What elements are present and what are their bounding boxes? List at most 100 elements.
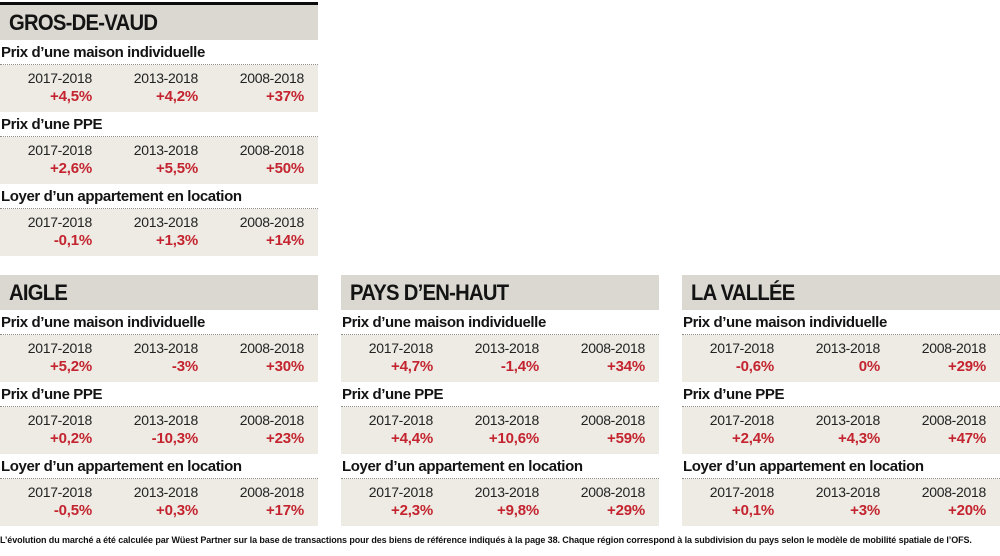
value-block: 2017-2018 +2,3% 2013-2018 +9,8% 2008-2018 +29…: [341, 479, 659, 526]
period-column: 2013-2018 -10,3%: [106, 412, 212, 447]
period-label: 2008-2018: [580, 484, 646, 500]
period-label: 2017-2018: [27, 412, 93, 428]
change-value: -1,4%: [500, 358, 539, 375]
value-block: 2017-2018 +5,2% 2013-2018 -3% 2008-2018 +30%: [0, 335, 318, 382]
period-label: 2013-2018: [133, 214, 199, 230]
change-value: +5,2%: [50, 358, 92, 375]
period-column: 2008-2018 +29%: [553, 484, 659, 519]
change-value: +50%: [266, 160, 304, 177]
metric-label: Loyer d’un appartement en location: [0, 454, 318, 479]
metric-section-loyer-d-un-appartement-en-location: Loyer d’un appartement en location 2017-2…: [341, 454, 659, 526]
footnote: L’évolution du marché a été calculée par…: [0, 535, 972, 545]
change-value: +4,7%: [391, 358, 433, 375]
period-label: 2013-2018: [133, 484, 199, 500]
period-column: 2017-2018 +4,4%: [341, 412, 447, 447]
metric-label: Prix d’une maison individuelle: [0, 310, 318, 335]
period-column: 2017-2018 -0,1%: [0, 214, 106, 249]
period-label: 2008-2018: [239, 70, 305, 86]
region-card-header: LA VALLÉE: [682, 275, 1000, 310]
change-value: +20%: [948, 502, 986, 519]
change-value: +4,4%: [391, 430, 433, 447]
period-label: 2008-2018: [239, 484, 305, 500]
period-column: 2013-2018 +10,6%: [447, 412, 553, 447]
period-label: 2008-2018: [580, 412, 646, 428]
change-value: +29%: [948, 358, 986, 375]
region-title: GROS-DE-VAUD: [9, 9, 158, 35]
metric-label: Prix d’une PPE: [0, 382, 318, 407]
period-column: 2013-2018 +3%: [788, 484, 894, 519]
region-card-la-vallee: LA VALLÉE Prix d’une maison individuelle 2…: [682, 275, 1000, 526]
period-column: 2008-2018 +17%: [212, 484, 318, 519]
change-value: +37%: [266, 88, 304, 105]
period-column: 2013-2018 +9,8%: [447, 484, 553, 519]
change-value: +23%: [266, 430, 304, 447]
period-column: 2017-2018 +0,2%: [0, 412, 106, 447]
region-card-header: AIGLE: [0, 275, 318, 310]
region-card-gros-de-vaud: GROS-DE-VAUD Prix d’une maison individuel…: [0, 2, 318, 256]
change-value: +30%: [266, 358, 304, 375]
period-column: 2017-2018 +5,2%: [0, 340, 106, 375]
period-label: 2017-2018: [27, 340, 93, 356]
change-value: -0,1%: [53, 232, 92, 249]
row-bottom: AIGLE Prix d’une maison individuelle 2017-…: [0, 275, 1000, 526]
period-label: 2008-2018: [239, 412, 305, 428]
value-block: 2017-2018 -0,6% 2013-2018 0% 2008-2018 +29%: [682, 335, 1000, 382]
period-column: 2017-2018 +2,6%: [0, 142, 106, 177]
change-value: +5,5%: [156, 160, 198, 177]
change-value: -3%: [171, 358, 198, 375]
period-column: 2013-2018 +4,3%: [788, 412, 894, 447]
period-column: 2017-2018 -0,5%: [0, 484, 106, 519]
change-value: +2,6%: [50, 160, 92, 177]
period-column: 2008-2018 +47%: [894, 412, 1000, 447]
metric-label: Prix d’une maison individuelle: [682, 310, 1000, 335]
period-label: 2013-2018: [815, 412, 881, 428]
period-column: 2013-2018 -1,4%: [447, 340, 553, 375]
period-column: 2013-2018 +0,3%: [106, 484, 212, 519]
period-column: 2008-2018 +14%: [212, 214, 318, 249]
change-value: +2,3%: [391, 502, 433, 519]
change-value: -0,5%: [53, 502, 92, 519]
metric-label: Prix d’une PPE: [0, 112, 318, 137]
period-label: 2008-2018: [921, 340, 987, 356]
period-column: 2017-2018 +2,3%: [341, 484, 447, 519]
period-column: 2013-2018 +4,2%: [106, 70, 212, 105]
value-block: 2017-2018 +4,4% 2013-2018 +10,6% 2008-2018 +5…: [341, 407, 659, 454]
metric-label: Loyer d’un appartement en location: [341, 454, 659, 479]
period-label: 2008-2018: [921, 484, 987, 500]
period-label: 2008-2018: [239, 214, 305, 230]
value-block: 2017-2018 +0,1% 2013-2018 +3% 2008-2018 +20%: [682, 479, 1000, 526]
period-label: 2013-2018: [133, 70, 199, 86]
period-label: 2017-2018: [27, 214, 93, 230]
region-card-aigle: AIGLE Prix d’une maison individuelle 2017-…: [0, 275, 318, 526]
metric-label: Prix d’une maison individuelle: [341, 310, 659, 335]
change-value: +9,8%: [497, 502, 539, 519]
period-label: 2008-2018: [239, 142, 305, 158]
period-column: 2008-2018 +37%: [212, 70, 318, 105]
region-card-header: PAYS D’EN-HAUT: [341, 275, 659, 310]
value-block: 2017-2018 -0,5% 2013-2018 +0,3% 2008-2018 +17…: [0, 479, 318, 526]
period-column: 2013-2018 +5,5%: [106, 142, 212, 177]
period-column: 2008-2018 +20%: [894, 484, 1000, 519]
value-block: 2017-2018 +0,2% 2013-2018 -10,3% 2008-2018 +2…: [0, 407, 318, 454]
change-value: +0,2%: [50, 430, 92, 447]
period-column: 2013-2018 0%: [788, 340, 894, 375]
region-title: PAYS D’EN-HAUT: [350, 279, 509, 305]
region-title: LA VALLÉE: [691, 279, 795, 305]
metric-section-prix-d-une-ppe: Prix d’une PPE 2017-2018 +2,4% 2013-2018 +4,…: [682, 382, 1000, 454]
period-column: 2013-2018 -3%: [106, 340, 212, 375]
period-label: 2013-2018: [474, 484, 540, 500]
period-column: 2017-2018 +2,4%: [682, 412, 788, 447]
value-block: 2017-2018 +2,4% 2013-2018 +4,3% 2008-2018 +47…: [682, 407, 1000, 454]
period-label: 2013-2018: [133, 142, 199, 158]
metric-label: Loyer d’un appartement en location: [0, 184, 318, 209]
change-value: -10,3%: [151, 430, 199, 447]
period-column: 2017-2018 -0,6%: [682, 340, 788, 375]
period-label: 2017-2018: [368, 340, 434, 356]
period-label: 2017-2018: [709, 412, 775, 428]
change-value: +10,6%: [488, 430, 539, 447]
period-label: 2013-2018: [133, 412, 199, 428]
change-value: +0,3%: [156, 502, 198, 519]
period-label: 2013-2018: [815, 340, 881, 356]
metric-section-prix-d-une-maison-individuelle: Prix d’une maison individuelle 2017-2018 -…: [682, 310, 1000, 382]
